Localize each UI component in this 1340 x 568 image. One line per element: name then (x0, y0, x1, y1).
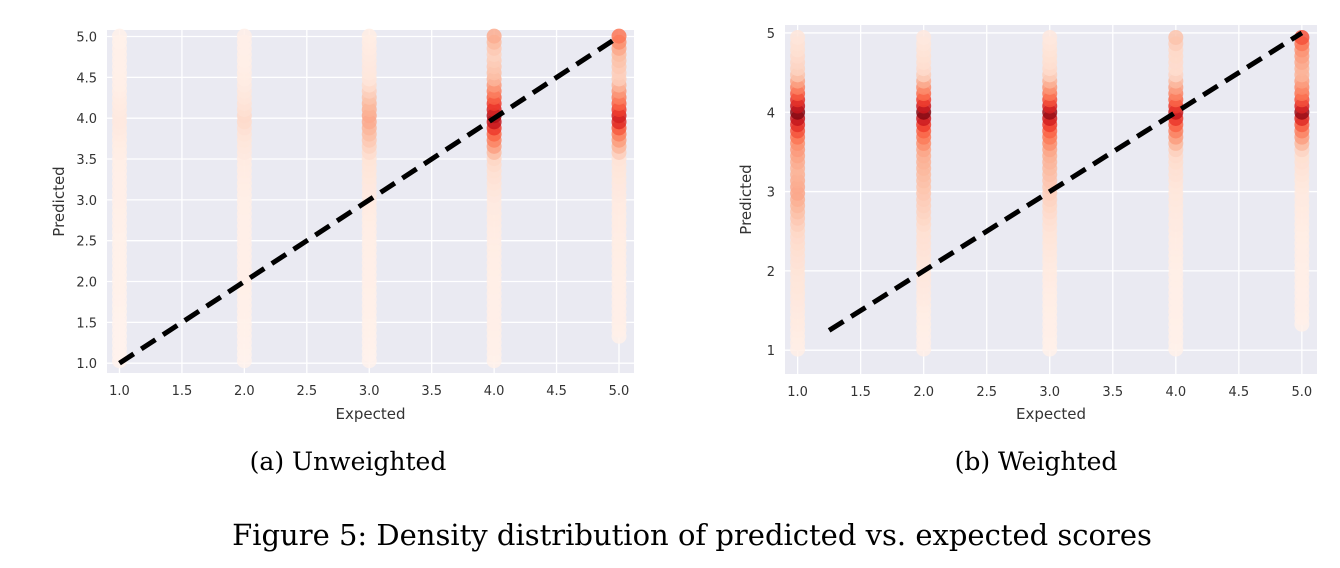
x-tick-labels: 1.0 1.5 2.0 2.5 3.0 3.5 4.0 4.5 5.0 (109, 384, 629, 399)
x-tick-label: 1.5 (172, 384, 193, 399)
subcaption: (a) Unweighted (250, 447, 447, 476)
density-marks (111, 28, 627, 369)
x-tick-label: 4.5 (1228, 385, 1249, 400)
reference-line (827, 30, 1304, 333)
reference-line (118, 34, 621, 366)
y-tick-label: 1.0 (76, 357, 97, 372)
y-tick-label: 5.0 (76, 31, 97, 46)
y-tick-labels: 1 2 3 4 5 (767, 27, 775, 359)
x-tick-labels: 1.0 1.5 2.0 2.5 3.0 3.5 4.0 4.5 5.0 (787, 385, 1312, 400)
y-tick-label: 4.5 (76, 71, 97, 86)
x-axis-label: Expected (1016, 405, 1086, 423)
x-tick-label: 1.0 (109, 384, 130, 399)
subcaption: (b) Weighted (955, 447, 1118, 476)
density-point (111, 28, 127, 44)
y-tick-label: 3 (767, 186, 775, 201)
x-tick-label: 2.0 (234, 384, 255, 399)
figure-caption: Figure 5: Density distribution of predic… (232, 518, 1152, 552)
density-point (611, 28, 627, 44)
density-point (1042, 29, 1058, 45)
x-tick-label: 3.5 (1102, 385, 1123, 400)
x-tick-label: 4.5 (546, 384, 567, 399)
y-axis-label: Predicted (50, 166, 68, 236)
x-tick-label: 1.5 (850, 385, 871, 400)
panel-weighted: 1.0 1.5 2.0 2.5 3.0 3.5 4.0 4.5 5.0 1 2 3 4 5 Expect… (737, 25, 1317, 476)
y-tick-label: 4.0 (76, 112, 97, 127)
density-point (236, 28, 252, 44)
y-tick-label: 3.5 (76, 153, 97, 168)
x-tick-label: 3.0 (1039, 385, 1060, 400)
x-tick-label: 2.5 (296, 384, 317, 399)
y-axis-label: Predicted (737, 164, 755, 234)
density-point (1168, 29, 1184, 45)
x-tick-label: 3.0 (359, 384, 380, 399)
density-point (916, 29, 932, 45)
density-point (790, 29, 806, 45)
x-tick-label: 5.0 (1292, 385, 1313, 400)
x-axis-label: Expected (336, 405, 406, 423)
y-tick-label: 2 (767, 265, 775, 280)
density-point (486, 28, 502, 44)
y-tick-label: 5 (767, 27, 775, 42)
x-tick-label: 3.5 (421, 384, 442, 399)
y-tick-labels: 1.0 1.5 2.0 2.5 3.0 3.5 4.0 4.5 5.0 (76, 31, 97, 373)
y-tick-label: 2.0 (76, 276, 97, 291)
density-marks (790, 29, 1310, 357)
density-point (361, 28, 377, 44)
x-tick-label: 2.5 (976, 385, 997, 400)
x-tick-label: 1.0 (787, 385, 808, 400)
y-tick-label: 3.0 (76, 194, 97, 209)
y-tick-label: 1 (767, 344, 775, 359)
y-tick-label: 4 (767, 106, 775, 121)
y-tick-label: 2.5 (76, 235, 97, 250)
x-tick-label: 4.0 (484, 384, 505, 399)
y-tick-label: 1.5 (76, 316, 97, 331)
x-tick-label: 4.0 (1165, 385, 1186, 400)
panel-unweighted: 1.0 1.5 2.0 2.5 3.0 3.5 4.0 4.5 5.0 1.0 1.5 2.0 2.5… (50, 28, 634, 476)
x-tick-label: 5.0 (609, 384, 630, 399)
x-tick-label: 2.0 (913, 385, 934, 400)
